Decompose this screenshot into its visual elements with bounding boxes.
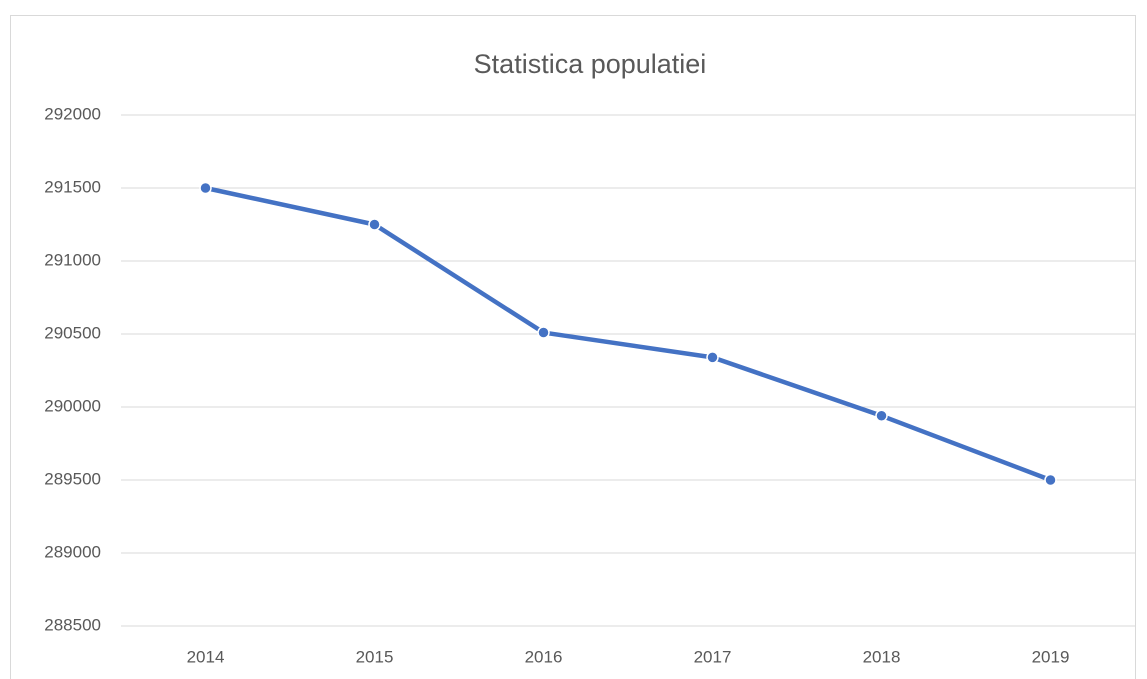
y-tick-label: 288500 <box>44 615 101 634</box>
x-tick-label: 2014 <box>187 647 225 666</box>
y-tick-label: 292000 <box>44 104 101 123</box>
chart-title: Statistica populatiei <box>474 49 707 79</box>
y-tick-label: 291000 <box>44 250 101 269</box>
x-tick-label: 2019 <box>1032 647 1070 666</box>
x-tick-label: 2018 <box>863 647 901 666</box>
data-point <box>537 326 550 339</box>
x-tick-label: 2016 <box>525 647 563 666</box>
data-point <box>875 409 888 423</box>
data-point <box>706 351 719 364</box>
y-tick-label: 291500 <box>44 177 101 196</box>
x-tick-label: 2015 <box>356 647 394 666</box>
chart-frame <box>10 15 1136 679</box>
y-tick-label: 289500 <box>44 469 101 488</box>
data-point <box>368 218 381 231</box>
data-point <box>1044 473 1057 487</box>
series-line <box>203 185 1053 483</box>
x-tick-label: 2017 <box>694 647 732 666</box>
data-point <box>199 181 212 195</box>
y-tick-label: 289000 <box>44 542 101 561</box>
y-tick-label: 290500 <box>44 323 101 342</box>
y-tick-label: 290000 <box>44 396 101 415</box>
